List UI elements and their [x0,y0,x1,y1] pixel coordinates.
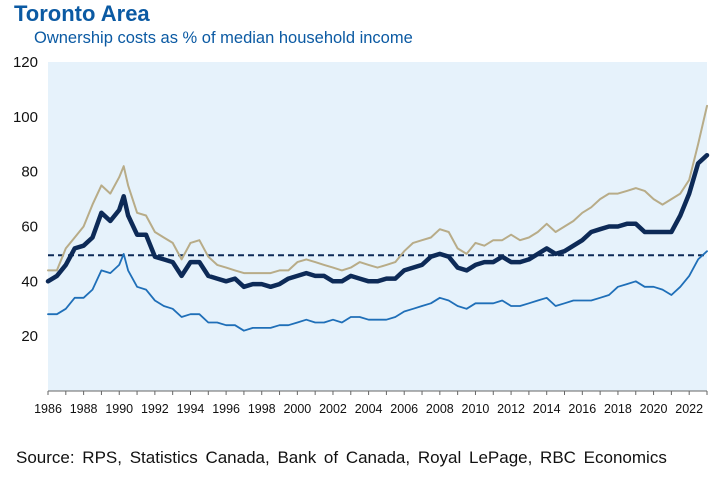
series-line-top [47,104,708,275]
x-tick-label: 1986 [34,402,62,416]
x-tick-label: 1988 [70,402,98,416]
x-tick-label: 2012 [497,402,525,416]
series-line-bottom [47,250,708,332]
y-tick-label: 120 [13,54,38,71]
x-tick-label: 2020 [640,402,668,416]
x-tick-label: 2000 [283,402,311,416]
x-tick-label: 2010 [462,402,490,416]
x-tick-label: 2022 [675,402,703,416]
x-tick-label: 2006 [390,402,418,416]
y-tick-label: 100 [13,109,38,126]
x-tick-label: 1994 [177,402,205,416]
y-tick-label: 40 [21,273,38,290]
chart-title: Toronto Area [14,1,150,26]
y-tick-label: 60 [21,219,38,236]
x-tick-label: 2018 [604,402,632,416]
x-tick-label: 1996 [212,402,240,416]
x-tick-label: 1992 [141,402,169,416]
chart-subtitle: Ownership costs as % of median household… [34,29,413,47]
x-tick-label: 2002 [319,402,347,416]
x-tick-label: 2016 [568,402,596,416]
y-tick-label: 20 [21,328,38,345]
y-tick-label: 80 [21,164,38,181]
x-tick-label: 2008 [426,402,454,416]
x-tick-label: 1998 [248,402,276,416]
line-chart: 20 40 60 80 100 120 1986 1988 1990 1992 1994 1996 19… [13,54,710,416]
source-note: Source: RPS, Statistics Canada, Bank of … [16,448,667,467]
x-tick-label: 2004 [355,402,383,416]
x-tick-label: 2014 [533,402,561,416]
plot-area [48,62,707,391]
series-line-mid [45,152,710,290]
x-tick-label: 1990 [105,402,133,416]
